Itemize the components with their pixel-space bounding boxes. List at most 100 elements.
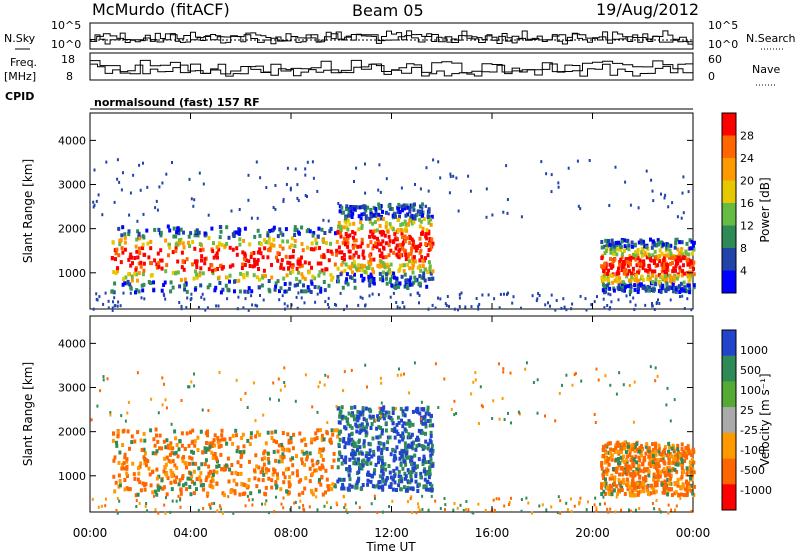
velocity-cells-cell: [160, 446, 164, 451]
power-cells-noise-cell: [453, 307, 456, 311]
power-cells-cell: [401, 208, 404, 213]
power-cells-cell: [628, 257, 632, 262]
power-cells-cell: [343, 242, 347, 247]
velocity-cells-cell: [198, 475, 202, 480]
power-cells-cell: [621, 280, 625, 285]
power-cells-cell: [306, 285, 310, 290]
power-cells-cell: [211, 268, 214, 273]
power-cells-sparse-cell: [485, 215, 488, 219]
velocity-cells-cell: [423, 467, 427, 472]
velocity-cells-cell: [234, 470, 238, 475]
power-cells-cell: [415, 244, 419, 249]
velocity-colorbar-tick-label: -1000: [740, 484, 772, 497]
power-cells-cell: [656, 238, 660, 243]
power-cells-noise-cell: [593, 300, 596, 304]
velocity-cells-sparse-cell: [420, 417, 423, 421]
power-cells-cell: [176, 270, 180, 275]
velocity-cells-cell: [288, 475, 292, 480]
velocity-cells-sparse-cell: [304, 373, 307, 377]
power-cells-cell: [320, 254, 323, 259]
velocity-cells-sparse-cell: [474, 378, 477, 382]
power-cells-cell: [617, 271, 621, 276]
velocity-cells-cell: [199, 483, 203, 488]
velocity-cells-sparse-cell: [106, 377, 109, 381]
power-cells-cell: [431, 241, 435, 246]
velocity-cells-cell: [287, 448, 291, 453]
power-cells-cell: [639, 239, 643, 244]
velocity-cells-cell: [274, 458, 278, 463]
velocity-cells-cell: [236, 460, 240, 465]
power-cells-noise-cell: [107, 299, 110, 303]
velocity-cells-cell: [400, 453, 404, 458]
power-cells-cell: [428, 266, 432, 271]
power-cells-cell: [406, 262, 410, 267]
velocity-cells-cell: [668, 481, 672, 486]
velocity-cells-sparse-cell: [400, 373, 403, 377]
power-cells-cell: [352, 260, 356, 265]
power-cells-cell: [612, 251, 616, 256]
power-cells-cell: [261, 255, 265, 260]
power-cells-cell: [302, 289, 306, 294]
power-cells-sparse-cell: [637, 206, 640, 210]
power-cells-noise-cell: [470, 305, 473, 309]
power-cells-cell: [327, 258, 331, 263]
velocity-cells-cell: [182, 455, 186, 459]
power-cells-sparse-cell: [312, 176, 315, 180]
power-cells-cell: [119, 238, 123, 243]
power-cells-cell: [411, 270, 415, 275]
velocity-cells-cell: [298, 431, 302, 436]
velocity-cells-cell: [384, 421, 388, 426]
power-cells-cell: [403, 234, 407, 239]
velocity-cells-cell: [378, 416, 382, 420]
velocity-colorbar-swatch: [722, 458, 736, 485]
power-cells-cell: [372, 281, 376, 286]
power-cells-cell: [633, 283, 637, 288]
power-cells-cell: [690, 251, 694, 256]
velocity-cells-cell: [659, 470, 662, 475]
velocity-cells-sparse-cell: [366, 385, 368, 389]
power-cells-cell: [378, 271, 382, 276]
velocity-cells-cell: [645, 467, 649, 471]
power-cells-cell: [407, 252, 411, 257]
power-cells-cell: [685, 241, 689, 246]
power-cells-cell: [374, 210, 378, 215]
power-cells-cell: [375, 244, 379, 249]
power-cells-cell: [199, 266, 203, 271]
velocity-cells-cell: [155, 433, 158, 438]
power-cells-noise-cell: [460, 291, 463, 295]
power-cells-cell: [245, 271, 249, 276]
power-cells-cell: [182, 267, 186, 272]
velocity-cells-cell: [139, 461, 143, 466]
velocity-cells-cell: [421, 446, 425, 451]
power-cells-sparse-cell: [387, 212, 390, 216]
velocity-cells-cell: [402, 485, 406, 490]
velocity-cells-cell: [154, 427, 158, 432]
velocity-cells-noise-cell: [91, 497, 94, 501]
power-cells-cell: [133, 256, 137, 260]
velocity-cells-sparse-cell: [190, 380, 193, 384]
power-cells-cell: [384, 220, 388, 225]
velocity-cells-cell: [622, 469, 626, 474]
power-cells-cell: [137, 289, 141, 294]
velocity-cells-cell: [266, 430, 270, 435]
velocity-cells-cell: [617, 451, 621, 456]
velocity-cells-cell: [158, 446, 161, 451]
power-cells-cell: [183, 277, 187, 282]
power-cells-cell: [208, 283, 212, 288]
velocity-cells-cell: [619, 442, 622, 447]
power-cells-noise-cell: [117, 300, 120, 304]
power-cells-cell: [345, 204, 349, 209]
velocity-cells-cell: [389, 452, 393, 457]
velocity-cells-cell: [421, 458, 425, 463]
velocity-cells-cell: [662, 467, 666, 472]
power-cells-cell: [326, 249, 330, 253]
power-ytick-label: 1000: [58, 267, 86, 280]
power-cells-sparse-cell: [165, 172, 168, 176]
power-cells-cell: [633, 242, 637, 247]
power-cells-sparse-cell: [377, 188, 380, 192]
power-cells-sparse-cell: [207, 213, 210, 217]
velocity-cells-cell: [204, 449, 208, 454]
power-cells-cell: [426, 270, 430, 275]
velocity-cells-sparse-cell: [90, 418, 93, 422]
power-cells-cell: [112, 290, 116, 295]
